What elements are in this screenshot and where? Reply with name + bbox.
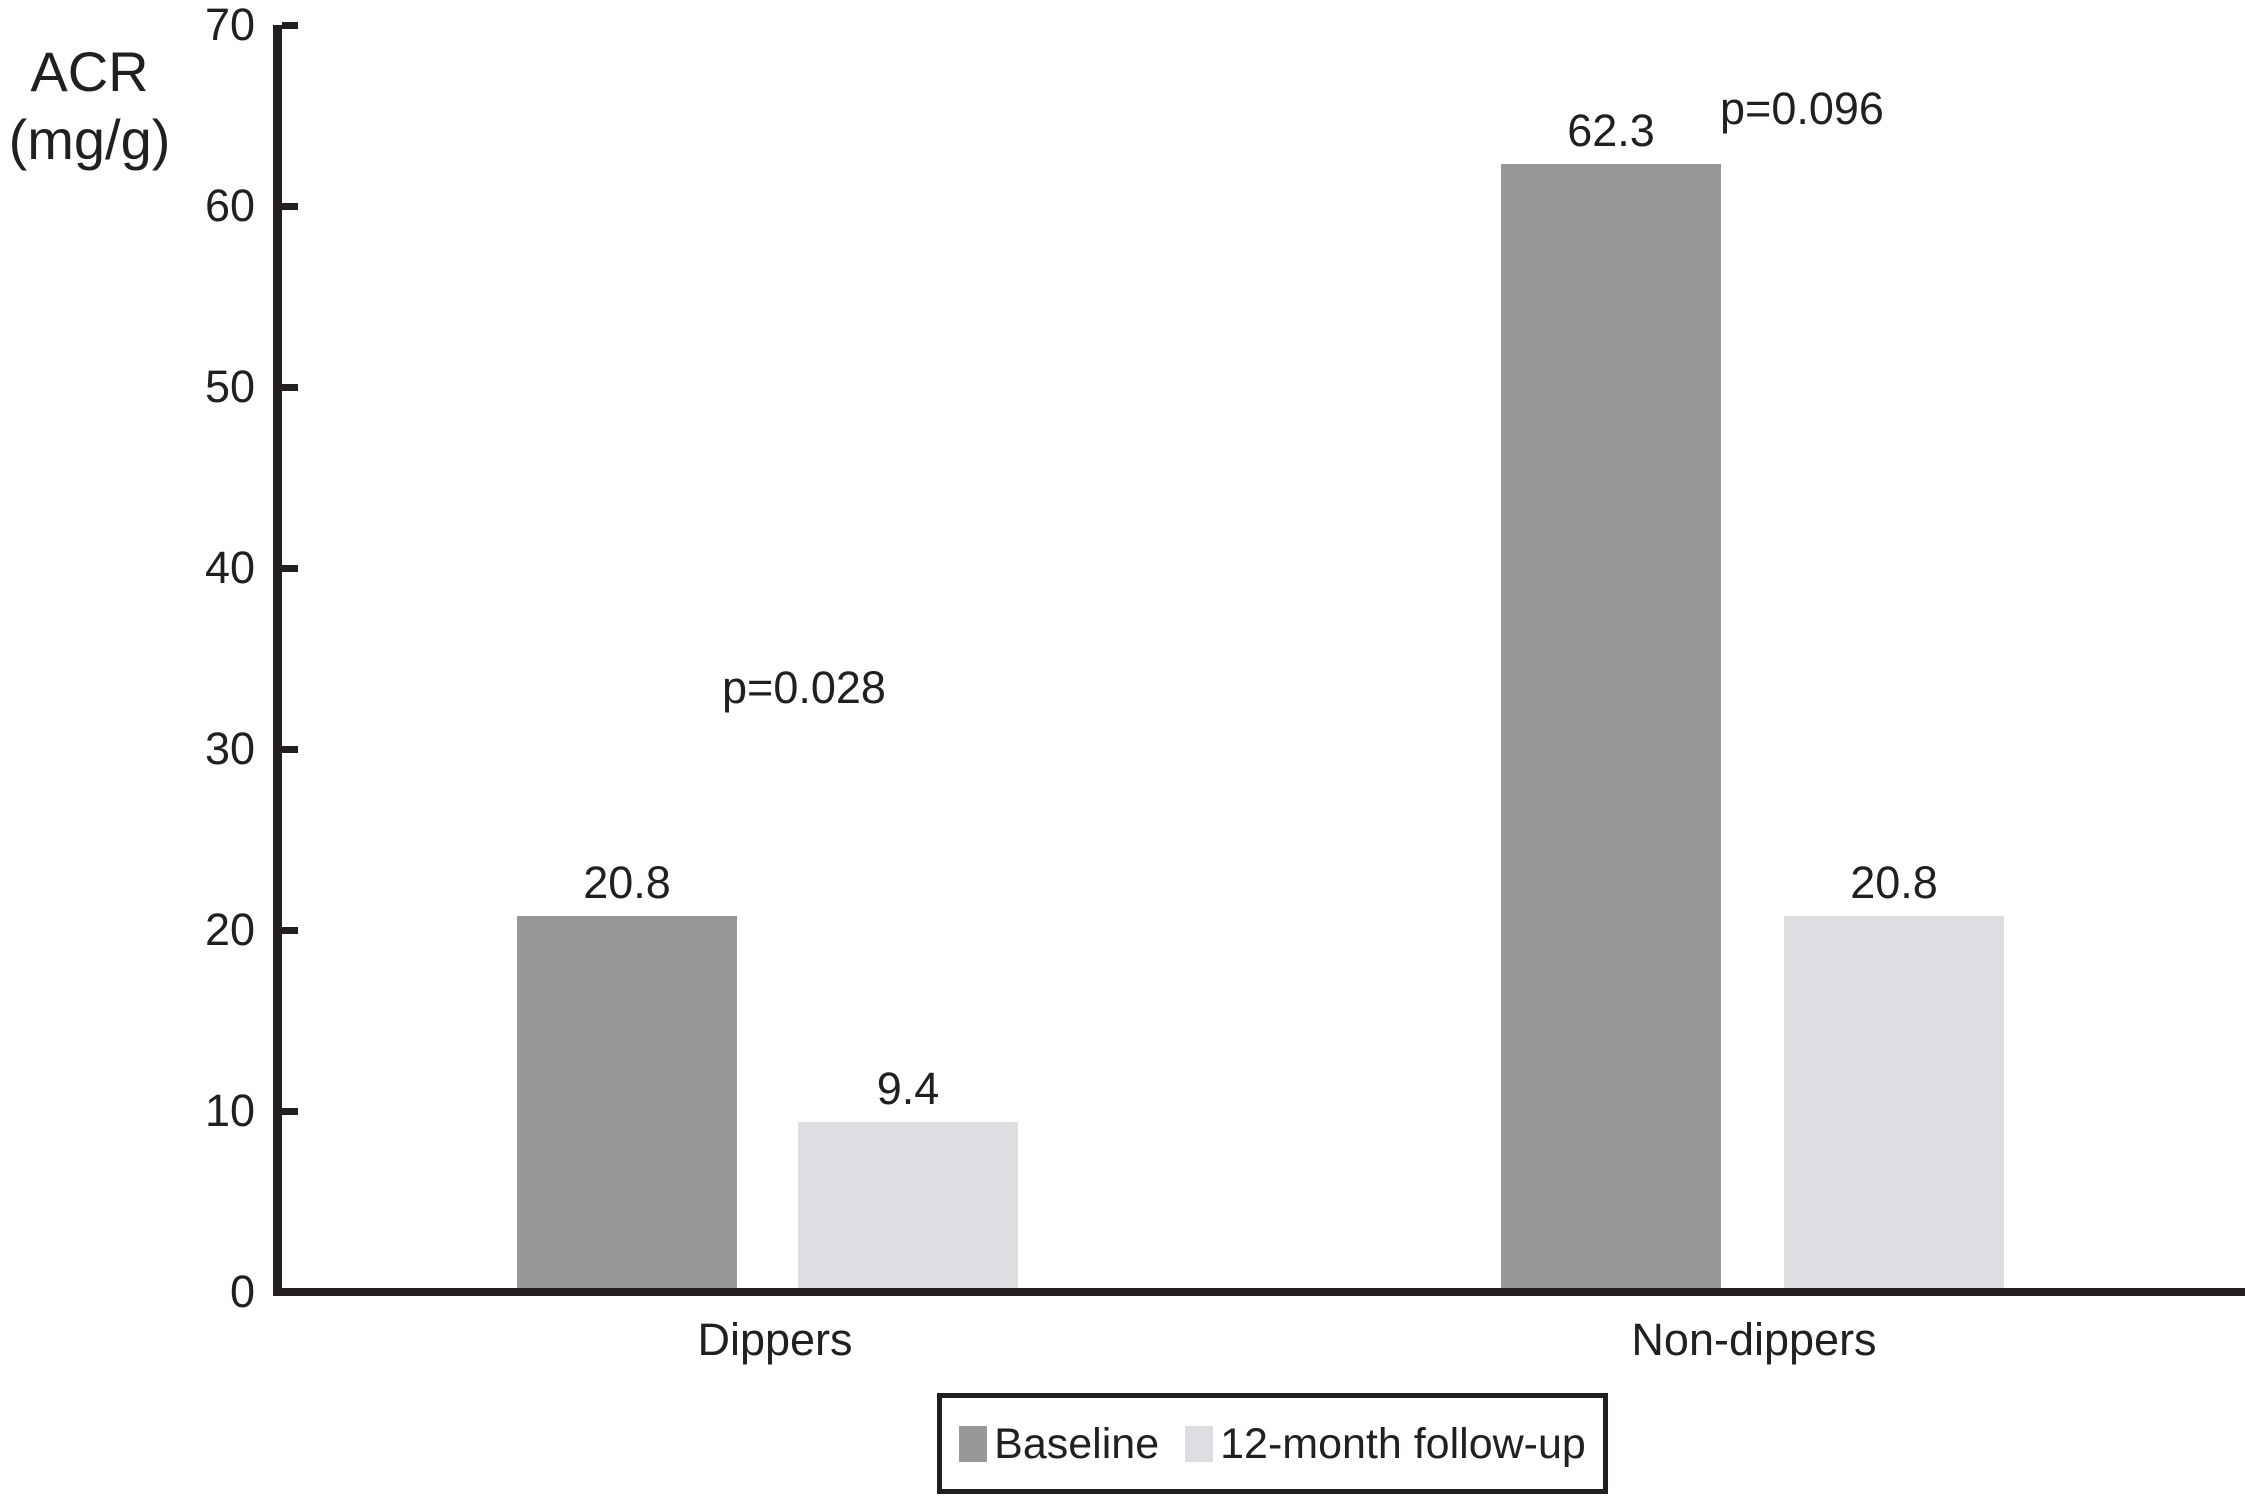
legend-label-baseline: Baseline [994,1419,1160,1468]
y-tick-label-60: 60 [204,180,255,231]
category-label-dippers: Dippers [697,1314,853,1365]
legend-label-followup: 12-month follow-up [1220,1419,1586,1468]
value-label-12-month-follow-up-non-dippers: 20.8 [1850,857,1938,908]
y-tick-mark-20 [282,927,298,934]
bar-baseline-dippers [517,916,737,1292]
y-tick-label-50: 50 [204,361,255,412]
y-axis-line [273,25,282,1296]
followup-swatch-icon [1185,1425,1214,1462]
p-value-annotation-dippers: p=0.028 [722,662,886,713]
p-value-annotation-non-dippers: p=0.096 [1720,83,1884,134]
bar-baseline-non-dippers [1501,164,1721,1292]
y-axis-title-line1: ACR [30,40,149,103]
y-tick-label-20: 20 [204,904,255,955]
baseline-swatch-icon [959,1425,988,1462]
y-tick-mark-40 [282,565,298,572]
bar-12-month-follow-up-non-dippers [1784,916,2004,1292]
y-axis-title-line2: (mg/g) [8,108,171,171]
value-label-baseline-non-dippers: 62.3 [1567,105,1655,156]
y-tick-mark-50 [282,384,298,391]
y-tick-label-0: 0 [229,1266,255,1317]
y-tick-label-70: 70 [204,0,255,50]
y-tick-mark-60 [282,203,298,210]
x-axis-line [273,1288,2245,1296]
y-tick-label-40: 40 [204,542,255,593]
legend-item-baseline: Baseline [959,1420,1159,1468]
value-label-12-month-follow-up-dippers: 9.4 [876,1063,940,1114]
y-tick-mark-10 [282,1108,298,1115]
bar-12-month-follow-up-dippers [798,1122,1018,1292]
legend-item-followup: 12-month follow-up [1185,1420,1586,1468]
y-tick-mark-30 [282,746,298,753]
y-tick-label-30: 30 [204,723,255,774]
y-tick-label-10: 10 [204,1085,255,1136]
y-tick-mark-70 [282,22,298,29]
value-label-baseline-dippers: 20.8 [583,857,671,908]
category-label-non-dippers: Non-dippers [1631,1314,1877,1365]
legend: Baseline 12-month follow-up [937,1393,1608,1494]
y-axis-title: ACR (mg/g) [2,38,177,174]
